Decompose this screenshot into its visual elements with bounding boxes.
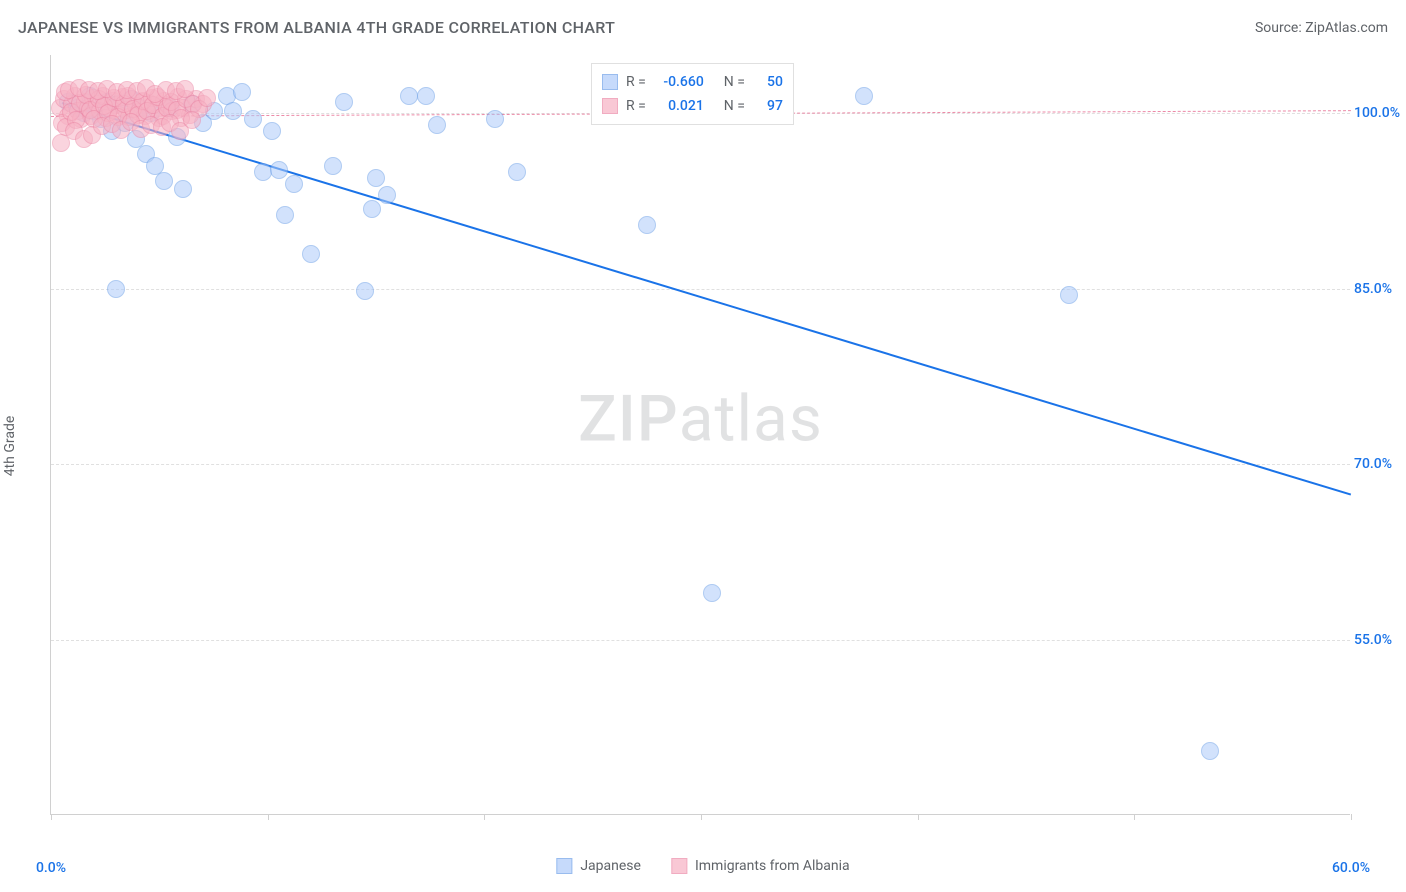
data-point	[107, 280, 125, 298]
data-point	[417, 87, 435, 105]
data-point	[244, 110, 262, 128]
series-legend: Japanese Immigrants from Albania	[556, 858, 849, 874]
data-point	[183, 111, 201, 129]
data-point	[270, 161, 288, 179]
chart-title: JAPANESE VS IMMIGRANTS FROM ALBANIA 4TH …	[18, 18, 615, 37]
data-point	[302, 245, 320, 263]
chart-plot-area: 100.0%85.0%70.0%55.0%0.0%60.0% ZIPatlas …	[50, 55, 1350, 815]
x-tick	[1351, 814, 1352, 820]
y-axis-label: 4th Grade	[2, 416, 18, 477]
data-point	[703, 584, 721, 602]
correlation-legend: R = -0.660 N = 50 R = 0.021 N = 97	[591, 63, 794, 125]
y-tick-label: 70.0%	[1354, 456, 1406, 472]
source-label: Source: ZipAtlas.com	[1255, 20, 1388, 36]
y-tick-label: 85.0%	[1354, 281, 1406, 297]
data-point	[224, 102, 242, 120]
gridline	[51, 640, 1350, 641]
legend-n-label: N =	[724, 70, 745, 94]
y-tick-label: 100.0%	[1354, 105, 1406, 121]
data-point	[176, 80, 194, 98]
legend-row: R = 0.021 N = 97	[602, 94, 783, 118]
legend-item: Japanese	[556, 858, 641, 874]
legend-n-value: 50	[753, 70, 783, 94]
legend-r-label: R =	[626, 70, 646, 94]
legend-label: Japanese	[580, 858, 641, 874]
x-tick	[1134, 814, 1135, 820]
data-point	[174, 180, 192, 198]
data-point	[400, 87, 418, 105]
legend-r-label: R =	[626, 94, 646, 118]
legend-n-value: 97	[753, 94, 783, 118]
data-point	[335, 93, 353, 111]
data-point	[367, 169, 385, 187]
data-point	[198, 89, 216, 107]
data-point	[1060, 286, 1078, 304]
legend-n-label: N =	[724, 94, 745, 118]
data-point	[486, 110, 504, 128]
gridline	[51, 464, 1350, 465]
x-tick	[51, 814, 52, 820]
data-point	[855, 87, 873, 105]
x-tick-label: 60.0%	[1332, 860, 1370, 876]
data-point	[508, 163, 526, 181]
x-tick	[701, 814, 702, 820]
data-point	[233, 83, 251, 101]
legend-item: Immigrants from Albania	[671, 858, 850, 874]
legend-row: R = -0.660 N = 50	[602, 70, 783, 94]
gridline	[51, 289, 1350, 290]
y-tick-label: 55.0%	[1354, 632, 1406, 648]
data-point	[363, 200, 381, 218]
legend-swatch	[602, 98, 618, 114]
data-point	[276, 206, 294, 224]
data-point	[1201, 742, 1219, 760]
data-point	[356, 282, 374, 300]
x-tick	[268, 814, 269, 820]
data-point	[263, 122, 281, 140]
legend-swatch	[556, 858, 572, 874]
data-point	[428, 116, 446, 134]
data-point	[638, 216, 656, 234]
data-point	[378, 186, 396, 204]
trend-line	[62, 102, 1352, 496]
data-point	[155, 172, 173, 190]
data-point	[324, 157, 342, 175]
legend-label: Immigrants from Albania	[695, 858, 850, 874]
x-tick	[484, 814, 485, 820]
legend-swatch	[671, 858, 687, 874]
x-tick-label: 0.0%	[36, 860, 66, 876]
x-tick	[918, 814, 919, 820]
legend-r-value: 0.021	[654, 94, 704, 118]
data-point	[285, 175, 303, 193]
legend-swatch	[602, 74, 618, 90]
legend-r-value: -0.660	[654, 70, 704, 94]
